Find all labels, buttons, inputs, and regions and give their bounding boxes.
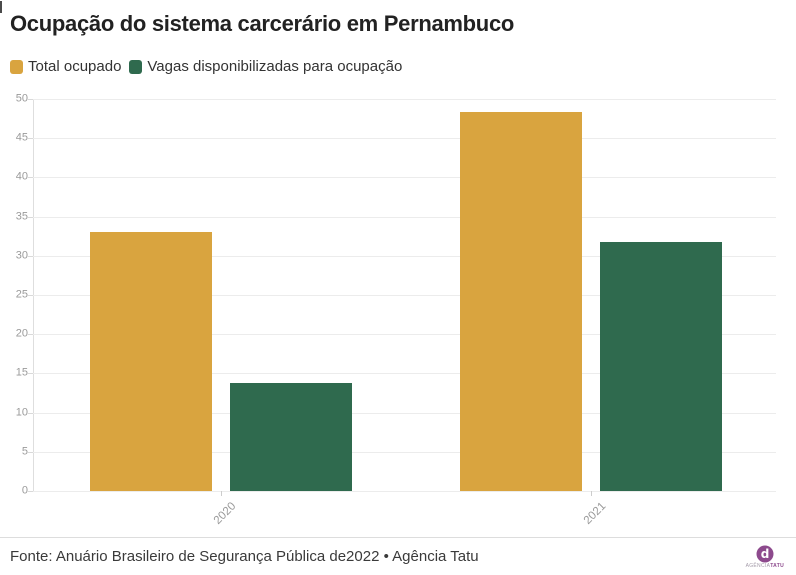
y-tick-label: 35 [15,210,28,223]
y-tick-label: 45 [15,131,28,144]
y-tick [28,216,33,218]
y-tick-label: 5 [21,445,28,458]
y-tick [28,177,33,179]
legend-item-total-ocupado: Total ocupado [10,58,121,75]
y-tick [28,334,33,336]
agencia-tatu-icon: d [756,545,774,562]
gridline [33,334,776,336]
y-tick-label: 15 [15,366,28,379]
bar-2020-total-ocupado [90,232,212,491]
legend-label: Total ocupado [28,58,122,75]
gridline [33,177,776,179]
y-tick [28,451,33,453]
legend-item-vagas: Vagas disponibilizadas para ocupação [129,58,402,75]
logo-wordmark-name: TATU [770,562,784,569]
logo-wordmark-agency: AGÊNCIA [745,562,771,569]
y-axis-labels: 0 5 10 15 20 25 30 35 40 45 50 [0,93,28,496]
y-tick-label: 20 [15,327,28,340]
plot-area [28,99,776,492]
x-tick [591,491,592,496]
bar-2020-vagas [230,382,352,491]
y-tick [28,295,33,296]
legend-swatch-total-ocupado [10,59,23,74]
x-axis-labels: 2020 2021 [33,491,776,535]
gridline [33,412,776,414]
y-tick-label: 50 [15,92,28,105]
y-tick-label: 10 [15,406,28,419]
x-tick-label-2021: 2021 [582,500,609,527]
legend-swatch-vagas [129,59,143,74]
logo-wordmark: AGÊNCIATATU [745,562,784,569]
y-tick [28,412,33,414]
legend: Total ocupado Vagas disponibilizadas par… [10,58,402,75]
y-tick-label: 30 [15,249,28,262]
gridline [33,255,776,257]
chart-title: Ocupação do sistema carcerário em Pernam… [10,11,515,36]
y-tick [28,99,33,100]
gridline [33,99,776,100]
y-tick [28,373,33,375]
y-tick-label: 25 [15,288,28,301]
gridline [33,216,776,218]
y-tick [28,491,33,492]
footer: Fonte: Anuário Brasileiro de Segurança P… [0,537,796,575]
x-tick [221,491,222,496]
agencia-tatu-logo: d AGÊNCIATATU [746,545,784,569]
bar-2021-vagas [600,242,722,491]
svg-text:d: d [761,547,770,561]
legend-label: Vagas disponibilizadas para ocupação [147,58,403,75]
bar-2021-total-ocupado [460,112,582,491]
gridline [33,138,776,140]
gridline [33,451,776,453]
gridline [33,373,776,375]
gridline [33,491,776,492]
screen-edge-artifact [0,1,2,13]
y-tick-label: 0 [21,484,28,497]
y-tick [28,138,33,140]
y-tick-label: 40 [15,170,28,183]
gridline [33,295,776,296]
y-tick [28,255,33,257]
source-attribution: Fonte: Anuário Brasileiro de Segurança P… [10,548,479,565]
x-tick-label-2020: 2020 [212,500,239,527]
